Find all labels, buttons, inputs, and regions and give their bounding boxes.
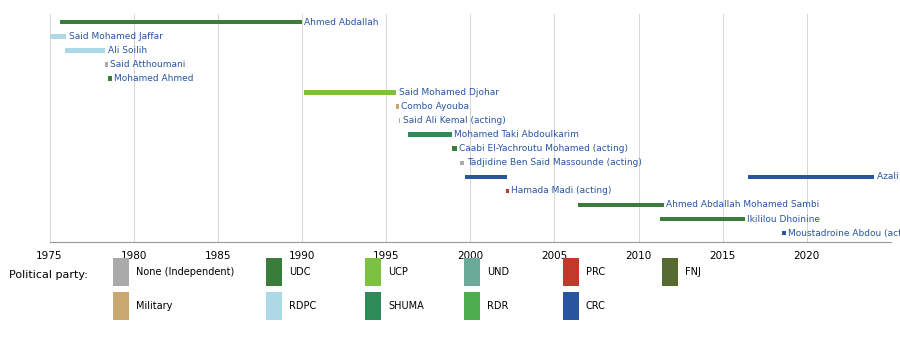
Text: Said Mohamed Djohar: Said Mohamed Djohar <box>399 88 499 97</box>
Text: Ali Soilih: Ali Soilih <box>108 46 147 55</box>
Bar <box>396 104 399 109</box>
Bar <box>465 175 508 179</box>
FancyBboxPatch shape <box>364 292 381 320</box>
Text: Hamada Madi (acting): Hamada Madi (acting) <box>511 186 612 195</box>
Text: Moustadroine Abdou (acting): Moustadroine Abdou (acting) <box>788 229 900 238</box>
Text: FNJ: FNJ <box>685 267 701 277</box>
Text: Mohamed Taki Abdoulkarim: Mohamed Taki Abdoulkarim <box>454 130 579 139</box>
Text: Azali Assoumani: Azali Assoumani <box>877 172 900 181</box>
Text: UDC: UDC <box>289 267 310 277</box>
Text: Said Mohamed Jaffar: Said Mohamed Jaffar <box>69 32 163 41</box>
FancyBboxPatch shape <box>662 258 678 286</box>
Bar <box>108 76 112 81</box>
Bar <box>661 217 744 221</box>
Bar <box>399 118 400 123</box>
Text: PRC: PRC <box>586 267 605 277</box>
Bar <box>781 231 786 235</box>
Text: UND: UND <box>487 267 509 277</box>
Bar <box>65 48 105 52</box>
Text: Ahmed Abdallah: Ahmed Abdallah <box>304 18 379 27</box>
FancyBboxPatch shape <box>464 258 480 286</box>
Text: UCP: UCP <box>388 267 408 277</box>
FancyBboxPatch shape <box>562 292 579 320</box>
Text: Said Atthoumani: Said Atthoumani <box>110 60 185 69</box>
Text: Mohamed Ahmed: Mohamed Ahmed <box>114 74 194 83</box>
Bar <box>105 62 108 67</box>
Text: Tadjidine Ben Said Massounde (acting): Tadjidine Ben Said Massounde (acting) <box>467 158 642 167</box>
Text: Political party:: Political party: <box>9 270 88 280</box>
Text: None (Independent): None (Independent) <box>136 267 234 277</box>
Text: RDPC: RDPC <box>289 301 316 311</box>
Text: RDR: RDR <box>487 301 508 311</box>
FancyBboxPatch shape <box>364 258 381 286</box>
Text: SHUMA: SHUMA <box>388 301 424 311</box>
FancyBboxPatch shape <box>562 258 579 286</box>
Text: Said Ali Kemal (acting): Said Ali Kemal (acting) <box>403 116 506 125</box>
Bar <box>748 175 874 179</box>
FancyBboxPatch shape <box>112 292 129 320</box>
FancyBboxPatch shape <box>266 258 282 286</box>
FancyBboxPatch shape <box>112 258 129 286</box>
Text: Combo Ayouba: Combo Ayouba <box>401 102 469 111</box>
Text: Ikililou Dhoinine: Ikililou Dhoinine <box>747 215 820 224</box>
Text: CRC: CRC <box>586 301 606 311</box>
Bar <box>59 20 302 24</box>
Bar <box>303 90 396 95</box>
Bar <box>578 203 664 207</box>
Text: Caabi El-Yachroutu Mohamed (acting): Caabi El-Yachroutu Mohamed (acting) <box>459 144 628 153</box>
FancyBboxPatch shape <box>266 292 282 320</box>
Text: Military: Military <box>136 301 172 311</box>
Bar <box>460 160 464 165</box>
Text: Ahmed Abdallah Mohamed Sambi: Ahmed Abdallah Mohamed Sambi <box>666 200 820 209</box>
Bar <box>452 147 457 151</box>
Bar <box>408 132 452 137</box>
Bar <box>506 189 509 193</box>
Bar <box>50 34 67 39</box>
FancyBboxPatch shape <box>464 292 480 320</box>
